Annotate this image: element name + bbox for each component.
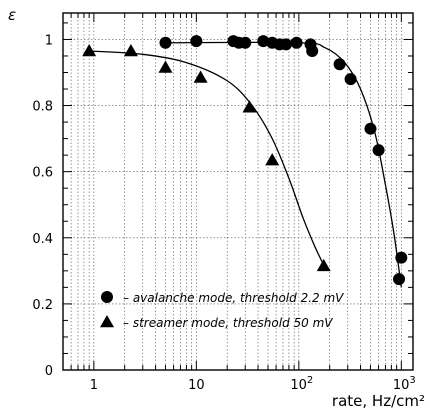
legend: – avalanche mode, threshold 2.2 mV – stre… (100, 291, 344, 330)
legend-marker-streamer (100, 315, 114, 328)
x-tick-label: 10 (188, 378, 205, 393)
data-point-avalanche (280, 38, 293, 51)
data-point-avalanche (344, 73, 357, 86)
data-markers (82, 35, 408, 286)
axis-ticks: 0 0.2 0.4 0.6 0.8 1 1 10 102 103 (32, 13, 416, 393)
y-tick-label: 0.8 (32, 100, 53, 115)
data-point-streamer (123, 44, 138, 57)
data-point-avalanche (372, 144, 385, 157)
x-tick-label: 103 (393, 375, 416, 393)
data-point-streamer (82, 44, 97, 57)
x-tick-label: 1 (90, 378, 98, 393)
y-tick-label: 0.2 (32, 298, 53, 313)
x-tick-label: 102 (290, 375, 313, 393)
y-tick-label: 0.4 (32, 232, 53, 247)
y-axis-label: ε (8, 6, 16, 24)
y-tick-label: 0 (45, 364, 53, 379)
y-tick-label: 0.6 (32, 166, 53, 181)
legend-marker-avalanche (101, 291, 113, 303)
data-point-avalanche (364, 122, 377, 135)
data-point-avalanche (306, 45, 319, 58)
fit-curve-streamer (89, 50, 326, 268)
data-point-avalanche (395, 251, 408, 264)
data-point-streamer (193, 70, 208, 83)
x-axis-label: rate, Hz/cm² (332, 392, 425, 410)
data-point-streamer (316, 258, 331, 272)
data-point-avalanche (257, 35, 270, 48)
data-point-streamer (242, 100, 257, 113)
legend-label-streamer: – streamer mode, threshold 50 mV (123, 316, 333, 330)
data-point-avalanche (159, 36, 172, 49)
data-point-avalanche (239, 36, 252, 49)
legend-label-avalanche: – avalanche mode, threshold 2.2 mV (123, 291, 344, 305)
data-point-avalanche (290, 36, 303, 49)
data-point-avalanche (393, 273, 406, 286)
data-point-streamer (265, 153, 280, 166)
data-point-streamer (158, 60, 173, 73)
plot-frame (62, 12, 414, 371)
data-point-avalanche (190, 35, 203, 48)
y-tick-label: 1 (45, 33, 53, 48)
data-point-avalanche (333, 58, 346, 71)
grid-lines (62, 13, 413, 371)
